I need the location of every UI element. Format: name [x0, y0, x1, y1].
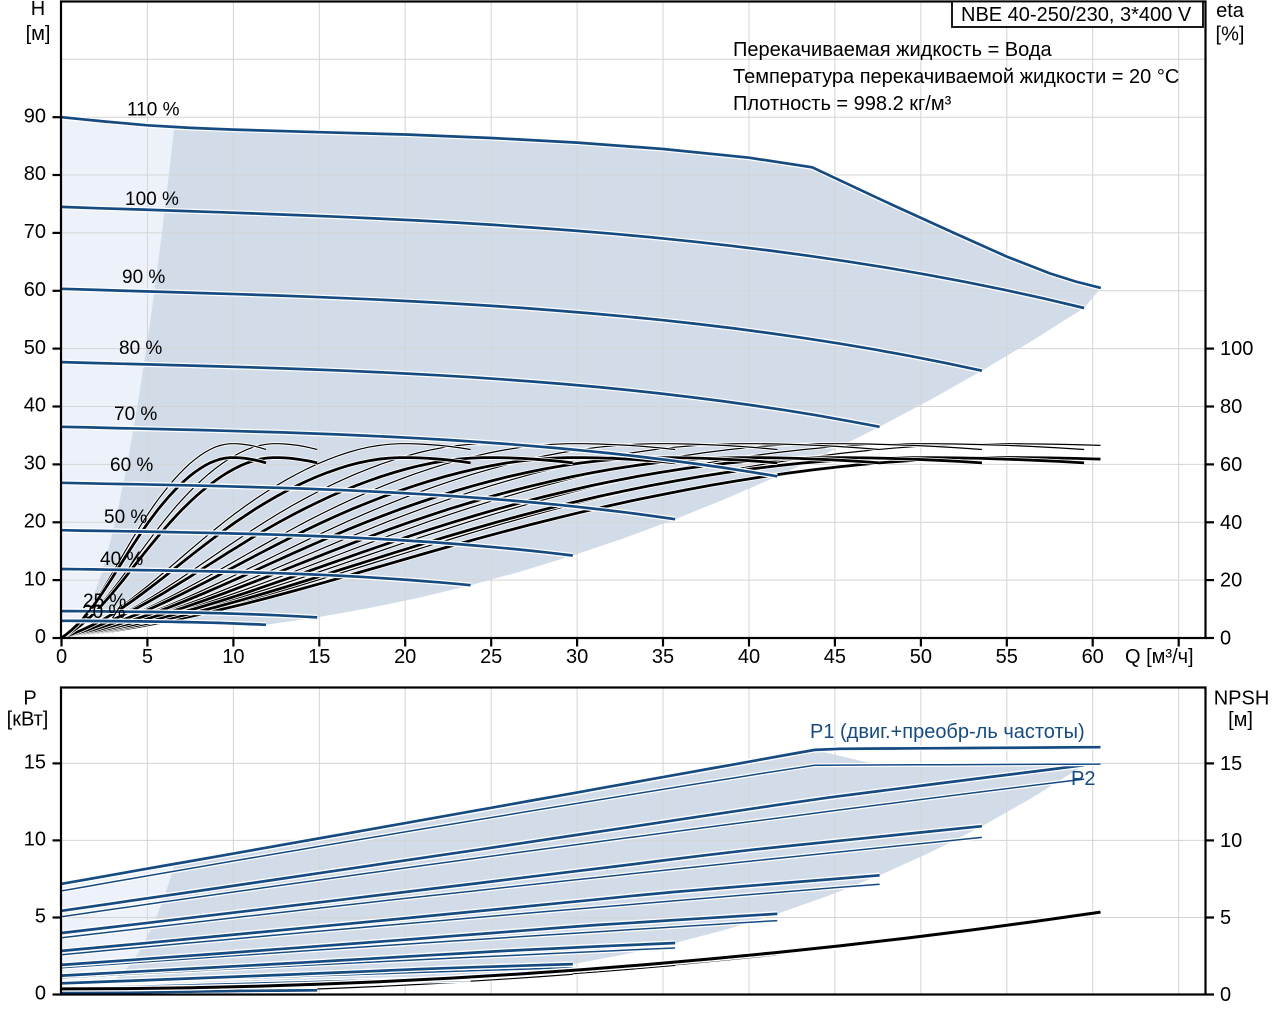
svg-text:90: 90 — [24, 105, 46, 127]
svg-text:15: 15 — [24, 752, 46, 774]
svg-text:NBE 40-250/230, 3*400 V: NBE 40-250/230, 3*400 V — [961, 4, 1192, 26]
svg-text:45: 45 — [824, 646, 846, 668]
svg-text:30: 30 — [566, 646, 588, 668]
svg-text:40 %: 40 % — [100, 549, 143, 570]
svg-text:55: 55 — [996, 646, 1018, 668]
svg-text:60: 60 — [1220, 454, 1242, 476]
svg-text:70: 70 — [24, 221, 46, 243]
svg-text:30: 30 — [24, 453, 46, 475]
svg-text:[кВт]: [кВт] — [7, 709, 49, 731]
svg-text:20: 20 — [1220, 570, 1242, 592]
svg-text:80: 80 — [24, 163, 46, 185]
svg-text:40: 40 — [24, 395, 46, 417]
svg-text:20 %: 20 % — [82, 602, 125, 623]
svg-text:Температура перекачиваемой жид: Температура перекачиваемой жидкости = 20… — [733, 66, 1179, 88]
svg-text:Q [м³/ч]: Q [м³/ч] — [1125, 646, 1194, 668]
svg-text:P1 (двиг.+преобр-ль частоты): P1 (двиг.+преобр-ль частоты) — [810, 721, 1085, 743]
svg-text:25: 25 — [480, 646, 502, 668]
svg-text:50: 50 — [910, 646, 932, 668]
svg-text:20: 20 — [394, 646, 416, 668]
svg-text:10: 10 — [1220, 830, 1242, 852]
svg-text:80 %: 80 % — [119, 338, 162, 359]
svg-text:10: 10 — [24, 829, 46, 851]
svg-text:eta: eta — [1216, 0, 1245, 22]
svg-text:P: P — [23, 688, 36, 710]
svg-text:Перекачиваемая жидкость = Вода: Перекачиваемая жидкость = Вода — [733, 39, 1053, 61]
svg-text:0: 0 — [1220, 628, 1231, 650]
svg-text:0: 0 — [35, 626, 46, 648]
svg-text:5: 5 — [142, 646, 153, 668]
svg-text:60: 60 — [1082, 646, 1104, 668]
svg-text:15: 15 — [1220, 753, 1242, 775]
svg-text:80: 80 — [1220, 396, 1242, 418]
svg-text:[м]: [м] — [1228, 709, 1253, 731]
svg-text:0: 0 — [1220, 984, 1231, 1006]
svg-text:Плотность = 998.2 кг/м³: Плотность = 998.2 кг/м³ — [733, 93, 952, 115]
svg-text:H: H — [31, 0, 45, 20]
svg-text:50: 50 — [24, 337, 46, 359]
svg-text:[%]: [%] — [1216, 24, 1245, 46]
svg-text:0: 0 — [56, 646, 67, 668]
svg-text:5: 5 — [1220, 907, 1231, 929]
svg-text:10: 10 — [222, 646, 244, 668]
svg-text:15: 15 — [308, 646, 330, 668]
svg-text:90 %: 90 % — [122, 267, 165, 288]
svg-text:35: 35 — [652, 646, 674, 668]
svg-text:70 %: 70 % — [114, 404, 157, 425]
svg-text:60: 60 — [24, 279, 46, 301]
svg-text:100: 100 — [1220, 338, 1253, 360]
svg-text:20: 20 — [24, 511, 46, 533]
svg-text:40: 40 — [738, 646, 760, 668]
svg-text:50 %: 50 % — [104, 507, 147, 528]
svg-text:NPSH: NPSH — [1214, 688, 1270, 710]
svg-text:5: 5 — [35, 906, 46, 928]
svg-text:110 %: 110 % — [127, 100, 180, 121]
svg-text:0: 0 — [35, 983, 46, 1005]
svg-text:60 %: 60 % — [110, 455, 153, 476]
svg-text:100 %: 100 % — [125, 189, 179, 210]
svg-text:25 %: 25 % — [83, 591, 126, 612]
svg-text:P2: P2 — [1071, 768, 1095, 790]
svg-text:10: 10 — [24, 568, 46, 590]
svg-text:[м]: [м] — [26, 23, 51, 45]
svg-text:40: 40 — [1220, 512, 1242, 534]
